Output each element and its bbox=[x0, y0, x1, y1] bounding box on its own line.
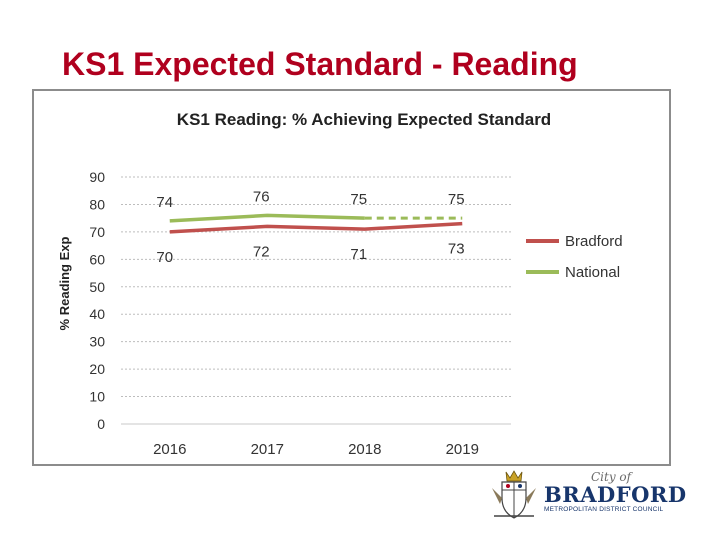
data-label-national-2018: 75 bbox=[350, 191, 367, 208]
x-tick-label-2019: 2019 bbox=[446, 441, 479, 458]
y-tick-label-70: 70 bbox=[89, 224, 105, 240]
y-tick-label-0: 0 bbox=[97, 416, 105, 432]
data-label-bradford-2019: 73 bbox=[448, 241, 465, 258]
y-tick-label-40: 40 bbox=[89, 306, 105, 322]
x-tick-label-2017: 2017 bbox=[251, 441, 284, 458]
x-tick-label-2016: 2016 bbox=[153, 441, 186, 458]
x-tick-label-2018: 2018 bbox=[348, 441, 381, 458]
logo-subtitle: METROPOLITAN DISTRICT COUNCIL bbox=[544, 506, 664, 513]
chart-title: KS1 Reading: % Achieving Expected Standa… bbox=[177, 110, 551, 129]
y-tick-label-50: 50 bbox=[89, 279, 105, 295]
data-label-national-2016: 74 bbox=[156, 194, 173, 211]
bradford-council-logo: City of BRADFORD METROPOLITAN DISTRICT C… bbox=[486, 466, 686, 522]
y-tick-label-90: 90 bbox=[89, 169, 105, 185]
slide-title: KS1 Expected Standard - Reading bbox=[62, 46, 578, 82]
chart-frame: KS1 Reading: % Achieving Expected Standa… bbox=[32, 89, 671, 466]
series-line-national bbox=[169, 213, 365, 223]
legend-label-bradford: Bradford bbox=[565, 233, 623, 250]
y-tick-label-80: 80 bbox=[89, 196, 105, 212]
data-label-bradford-2016: 70 bbox=[156, 249, 173, 266]
y-tick-label-10: 10 bbox=[89, 389, 105, 405]
data-label-national-2017: 76 bbox=[253, 188, 270, 205]
y-tick-label-30: 30 bbox=[89, 334, 105, 350]
logo-name: BRADFORD bbox=[544, 482, 687, 507]
line-chart: KS1 Reading: % Achieving Expected Standa… bbox=[57, 110, 623, 458]
legend-label-national: National bbox=[565, 264, 620, 281]
data-label-national-2019: 75 bbox=[448, 191, 465, 208]
series-line-bradford bbox=[169, 221, 463, 234]
data-label-bradford-2018: 71 bbox=[350, 246, 367, 263]
data-label-bradford-2017: 72 bbox=[253, 243, 270, 260]
crest-icon bbox=[492, 470, 536, 519]
y-tick-label-60: 60 bbox=[89, 251, 105, 267]
y-tick-label-20: 20 bbox=[89, 361, 105, 377]
logo-city-of: City of bbox=[591, 470, 632, 484]
y-axis-label: % Reading Exp bbox=[57, 236, 72, 330]
